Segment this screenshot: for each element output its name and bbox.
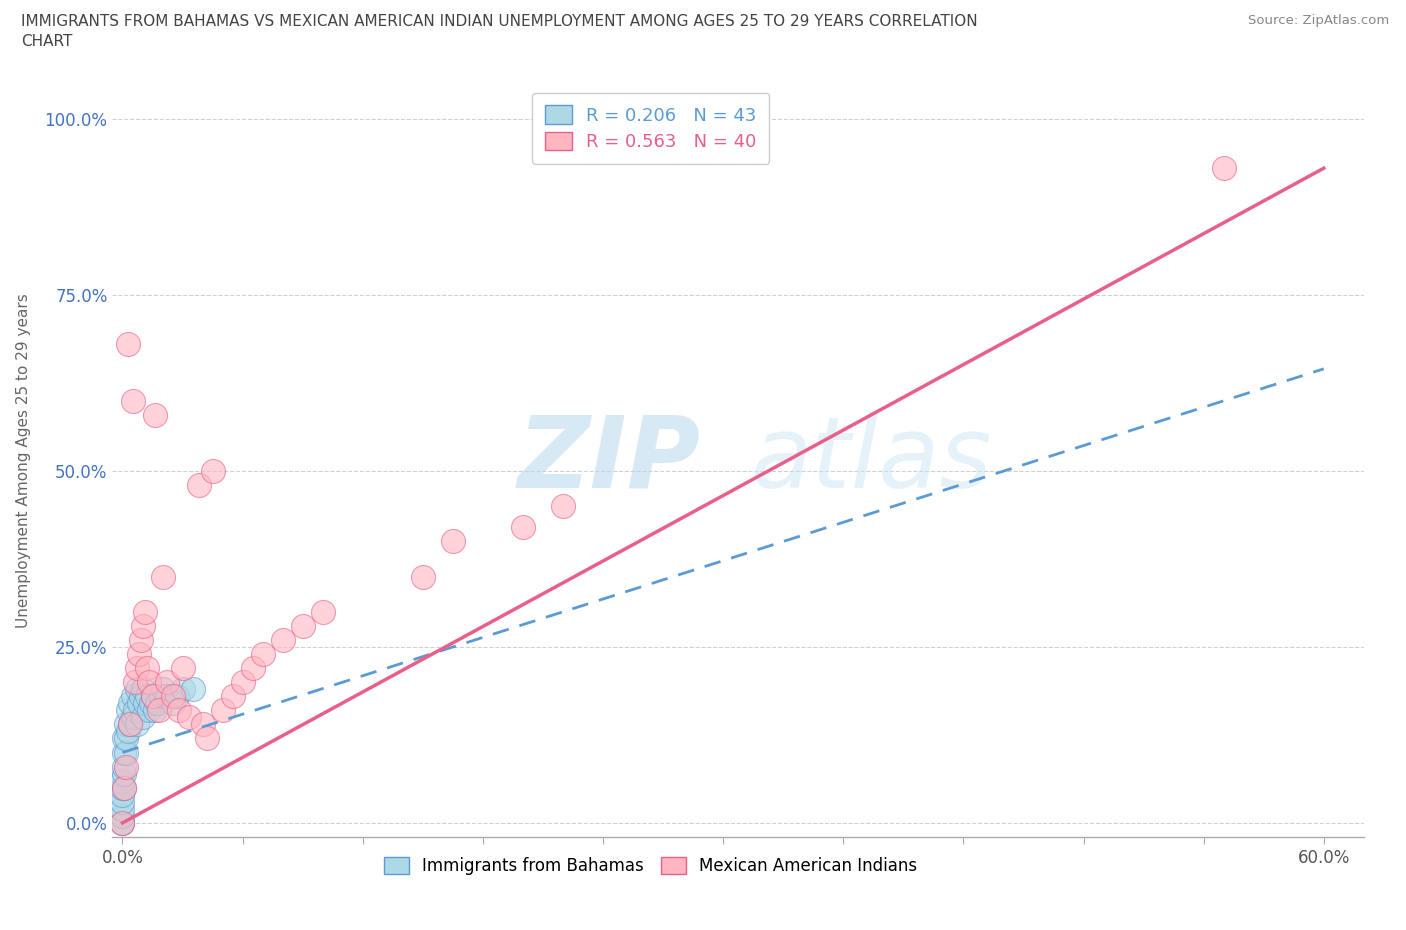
Point: [115, 745, 138, 760]
Point: [201, 463, 224, 478]
Point: [162, 689, 184, 704]
Point: [152, 569, 174, 584]
Point: [166, 689, 188, 704]
Point: [551, 498, 574, 513]
Point: [111, 780, 134, 795]
Point: [117, 337, 139, 352]
Point: [125, 682, 148, 697]
Point: [111, 773, 134, 788]
Point: [138, 674, 160, 689]
Point: [120, 717, 142, 732]
Point: [111, 816, 134, 830]
Point: [135, 660, 157, 675]
Point: [512, 520, 534, 535]
Point: [291, 618, 314, 633]
Point: [111, 808, 134, 823]
Point: [131, 710, 153, 724]
Point: [232, 674, 254, 689]
Point: [155, 689, 177, 704]
Point: [145, 696, 167, 711]
Point: [129, 632, 152, 647]
Point: [242, 660, 264, 675]
Point: [129, 689, 152, 704]
Point: [111, 816, 134, 830]
Point: [115, 731, 138, 746]
Point: [117, 703, 139, 718]
Point: [120, 717, 142, 732]
Point: [131, 682, 153, 697]
Point: [412, 569, 434, 584]
Point: [115, 759, 138, 774]
Point: [135, 689, 157, 704]
Point: [141, 689, 163, 704]
Y-axis label: Unemployment Among Ages 25 to 29 years: Unemployment Among Ages 25 to 29 years: [15, 293, 31, 628]
Point: [111, 802, 134, 817]
Point: [134, 696, 156, 711]
Point: [187, 477, 209, 492]
Point: [131, 618, 153, 633]
Point: [121, 689, 143, 704]
Point: [125, 717, 148, 732]
Point: [177, 710, 200, 724]
Point: [139, 696, 162, 711]
Point: [181, 682, 204, 697]
Legend: Immigrants from Bahamas, Mexican American Indians: Immigrants from Bahamas, Mexican America…: [377, 850, 924, 882]
Point: [121, 393, 143, 408]
Point: [172, 660, 194, 675]
Point: [128, 696, 150, 711]
Point: [191, 717, 214, 732]
Point: [312, 604, 335, 619]
Point: [117, 724, 139, 738]
Point: [124, 674, 146, 689]
Point: [143, 703, 166, 718]
Point: [162, 696, 184, 711]
Point: [114, 780, 136, 795]
Point: [115, 717, 138, 732]
Point: [271, 632, 294, 647]
Text: atlas: atlas: [751, 412, 993, 509]
Point: [114, 759, 136, 774]
Point: [124, 703, 146, 718]
Point: [134, 604, 156, 619]
Point: [114, 731, 136, 746]
Point: [167, 703, 190, 718]
Point: [114, 780, 136, 795]
Point: [114, 766, 136, 781]
Point: [138, 703, 160, 718]
Point: [441, 534, 464, 549]
Point: [128, 646, 150, 661]
Text: CHART: CHART: [21, 34, 73, 49]
Point: [155, 674, 177, 689]
Point: [148, 703, 170, 718]
Point: [143, 407, 166, 422]
Point: [111, 794, 134, 809]
Point: [111, 816, 134, 830]
Point: [149, 689, 172, 704]
Point: [1212, 161, 1234, 176]
Text: ZIP: ZIP: [517, 412, 700, 509]
Text: Source: ZipAtlas.com: Source: ZipAtlas.com: [1249, 14, 1389, 27]
Point: [120, 696, 142, 711]
Point: [125, 660, 148, 675]
Point: [111, 788, 134, 803]
Point: [141, 689, 163, 704]
Point: [152, 682, 174, 697]
Point: [195, 731, 218, 746]
Point: [252, 646, 274, 661]
Point: [114, 745, 136, 760]
Text: IMMIGRANTS FROM BAHAMAS VS MEXICAN AMERICAN INDIAN UNEMPLOYMENT AMONG AGES 25 TO: IMMIGRANTS FROM BAHAMAS VS MEXICAN AMERI…: [21, 14, 977, 29]
Point: [172, 682, 194, 697]
Point: [121, 710, 143, 724]
Point: [211, 703, 233, 718]
Point: [221, 689, 243, 704]
